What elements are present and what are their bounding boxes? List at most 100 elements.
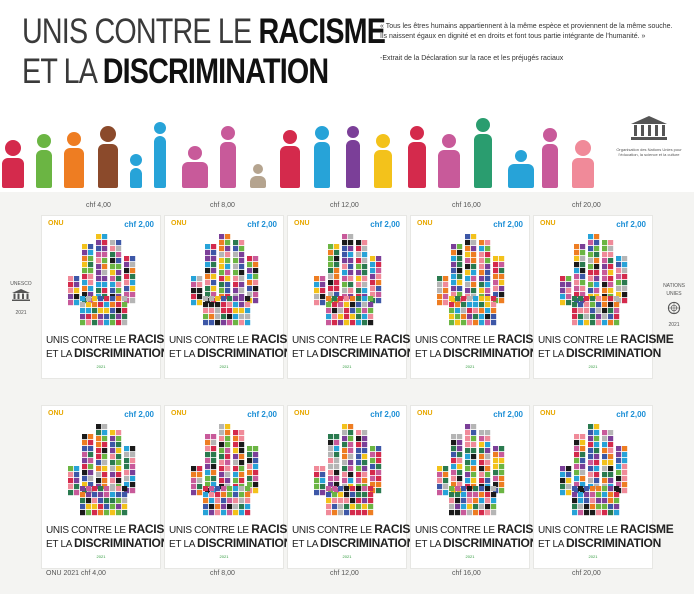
hand-tile bbox=[233, 308, 239, 314]
hand-tile bbox=[348, 288, 354, 294]
top-price-label: chf 4,00 bbox=[86, 202, 111, 209]
hand-tile bbox=[96, 234, 102, 240]
hand-tile bbox=[205, 262, 211, 268]
hand-tile bbox=[320, 484, 326, 490]
hand-tile bbox=[96, 240, 102, 246]
hand-tile bbox=[602, 246, 608, 252]
hand-tile bbox=[227, 486, 233, 492]
hand-tile bbox=[457, 446, 463, 452]
hand-tile bbox=[110, 314, 116, 320]
bottom-price-label: chf 12,00 bbox=[330, 570, 359, 577]
hand-tile bbox=[116, 252, 122, 258]
hand-tile bbox=[96, 478, 102, 484]
hand-tile bbox=[594, 472, 600, 478]
hand-tile bbox=[116, 448, 122, 454]
hand-tile bbox=[596, 510, 602, 516]
hand-tile bbox=[215, 320, 221, 326]
hand-tile bbox=[473, 504, 479, 510]
hand-tile bbox=[588, 430, 594, 436]
hand-tile bbox=[608, 486, 614, 492]
hand-tile bbox=[239, 240, 245, 246]
hand-tile bbox=[253, 292, 259, 298]
stamp-text-line2: ET LA DISCRIMINATION bbox=[46, 346, 169, 360]
person-body bbox=[572, 158, 594, 188]
hand-tile bbox=[211, 482, 217, 488]
hand-tile bbox=[588, 442, 594, 448]
hand-tile bbox=[130, 256, 136, 262]
hand-tile bbox=[233, 448, 239, 454]
hand-tile bbox=[205, 250, 211, 256]
hand-tile bbox=[82, 446, 88, 452]
hand-tile bbox=[209, 296, 215, 302]
hand-tile bbox=[86, 296, 92, 302]
hand-tile bbox=[574, 286, 580, 292]
hand-tile bbox=[80, 486, 86, 492]
hand-tile bbox=[110, 430, 116, 436]
hand-tile bbox=[348, 472, 354, 478]
stamp-year: 2021 bbox=[342, 554, 352, 559]
hand-tile bbox=[451, 280, 457, 286]
hand-tile bbox=[479, 498, 485, 504]
hand-tile bbox=[376, 286, 382, 292]
hand-tile bbox=[471, 448, 477, 454]
hand-tile bbox=[314, 288, 320, 294]
hand-tile bbox=[608, 436, 614, 442]
hand-tile bbox=[449, 504, 455, 510]
hand-tile bbox=[110, 504, 116, 510]
hand-tile bbox=[86, 320, 92, 326]
hand-tile bbox=[437, 490, 443, 496]
person-figure bbox=[408, 126, 426, 188]
hand-tile bbox=[348, 454, 354, 460]
hand-tile bbox=[449, 314, 455, 320]
hand-tile bbox=[253, 482, 259, 488]
people-illustration bbox=[0, 112, 620, 192]
hand-tile bbox=[88, 244, 94, 250]
hand-tile bbox=[96, 424, 102, 430]
hand-tile bbox=[491, 296, 497, 302]
hand-tile bbox=[594, 460, 600, 466]
hand-tile bbox=[479, 430, 485, 436]
hand-tile bbox=[608, 276, 614, 282]
hand-tile bbox=[376, 262, 382, 268]
hand-tile bbox=[574, 452, 580, 458]
hand-tile bbox=[209, 320, 215, 326]
hand-tile bbox=[209, 498, 215, 504]
hand-tile bbox=[253, 476, 259, 482]
hand-tile bbox=[74, 484, 80, 490]
hand-tile bbox=[608, 282, 614, 288]
person-head bbox=[130, 154, 142, 166]
hand-tile bbox=[608, 454, 614, 460]
hand-tile bbox=[356, 240, 362, 246]
hand-tile bbox=[437, 294, 443, 300]
mosaic-hand-icon bbox=[191, 234, 259, 326]
hand-tile bbox=[356, 442, 362, 448]
hand-tile bbox=[560, 282, 566, 288]
hand-tile bbox=[130, 292, 136, 298]
hand-tile bbox=[191, 484, 197, 490]
stamp-year: 2021 bbox=[219, 554, 229, 559]
hand-tile bbox=[376, 458, 382, 464]
stamp: ONU chf 2,00 UNIS CONTRE LE RACISME ET L… bbox=[165, 216, 305, 378]
person-body bbox=[154, 136, 166, 188]
hand-tile bbox=[580, 440, 586, 446]
hand-tile bbox=[74, 490, 80, 496]
hand-tile bbox=[334, 256, 340, 262]
hand-tile bbox=[239, 308, 245, 314]
hand-tile bbox=[580, 286, 586, 292]
hand-tile bbox=[219, 264, 225, 270]
hand-tile bbox=[356, 302, 362, 308]
hand-tile bbox=[467, 308, 473, 314]
hand-tile bbox=[211, 286, 217, 292]
hand-tile bbox=[314, 472, 320, 478]
hand-tile bbox=[602, 492, 608, 498]
hand-tile bbox=[572, 510, 578, 516]
person-body bbox=[314, 142, 330, 188]
hand-tile bbox=[479, 454, 485, 460]
hand-tile bbox=[219, 442, 225, 448]
hand-tile bbox=[233, 264, 239, 270]
hand-tile bbox=[362, 296, 368, 302]
hand-tile bbox=[370, 262, 376, 268]
stamp-country-label: ONU bbox=[171, 220, 187, 227]
hand-tile bbox=[616, 286, 622, 292]
hand-tile bbox=[68, 478, 74, 484]
